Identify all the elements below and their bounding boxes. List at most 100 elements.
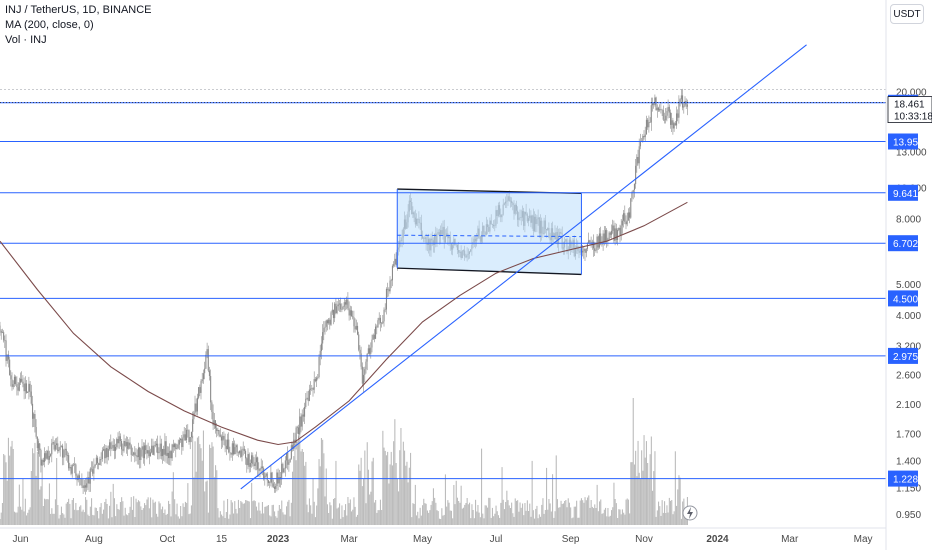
volume-bar (131, 509, 133, 525)
volume-bar (444, 474, 446, 525)
volume-bar (494, 513, 496, 525)
candle-body (679, 99, 681, 102)
volume-bar (617, 518, 619, 525)
volume-bar (579, 500, 581, 525)
candle-body (60, 445, 62, 447)
volume-bar (284, 514, 286, 525)
volume-bar (573, 506, 575, 525)
volume-bar (475, 499, 477, 525)
volume-bar (417, 511, 419, 525)
candle-body (340, 303, 342, 310)
volume-bar (70, 518, 72, 525)
volume-bar (162, 506, 164, 525)
candle-body (222, 435, 224, 441)
candle-body (347, 299, 349, 309)
level-tag-label: 6.702 (893, 239, 918, 250)
volume-bar (103, 509, 105, 525)
volume-bar (345, 504, 347, 525)
candle-body (381, 322, 383, 324)
volume-bar (650, 436, 652, 525)
candle-body (124, 441, 126, 446)
candle-body (348, 308, 350, 316)
volume-bar (667, 512, 669, 525)
volume-bar (3, 454, 5, 525)
volume-bar (4, 455, 6, 525)
volume-bar (235, 508, 237, 525)
volume-bar (222, 516, 224, 525)
candle-body (92, 469, 94, 474)
volume-bar (209, 444, 211, 525)
candle-body (275, 486, 277, 489)
candle-body (370, 347, 372, 354)
candle-body (330, 312, 332, 325)
candle-body (164, 441, 166, 455)
candle-body (306, 397, 308, 399)
volume-bar (48, 483, 50, 525)
candle-body (201, 379, 203, 382)
volume-bar (72, 498, 74, 525)
volume-bar (625, 499, 627, 525)
volume-bar (463, 507, 465, 525)
volume-bar (685, 518, 687, 525)
ma-legend[interactable]: MA (200, close, 0) (5, 19, 94, 31)
volume-bar (571, 518, 573, 525)
volume-bar (172, 472, 174, 525)
volume-bar (531, 460, 533, 525)
volume-bar (178, 518, 180, 525)
volume-bar (1, 503, 3, 525)
volume-bar (548, 499, 550, 525)
candle-body (605, 230, 607, 243)
ma-200-line (0, 201, 688, 446)
range-box-bottom (397, 267, 582, 276)
y-tick-label: 2.600 (896, 371, 921, 382)
candle-body (7, 354, 9, 360)
volume-bar (642, 470, 644, 525)
volume-bar (22, 478, 24, 525)
volume-bar (301, 449, 303, 525)
volume-bar (0, 512, 2, 525)
volume-bar (631, 462, 633, 525)
candle-body (342, 306, 344, 310)
volume-bar (544, 510, 546, 525)
candle-body (317, 377, 319, 378)
candle-body (148, 450, 150, 457)
volume-bar (296, 441, 298, 525)
level-price-tag: 13.951 (888, 133, 924, 150)
candle-body (686, 104, 688, 107)
candle-body (611, 230, 613, 235)
candle-body (1, 332, 3, 333)
candle-body (184, 434, 186, 441)
volume-bar (135, 498, 137, 525)
symbol-title[interactable]: INJ / TetherUS, 1D, BINANCE (5, 4, 152, 16)
volume-bar (128, 513, 130, 525)
volume-legend[interactable]: Vol · INJ (5, 34, 47, 46)
volume-bar (375, 500, 377, 525)
volume-bar (252, 501, 254, 525)
volume-bar (251, 482, 253, 525)
candle-body (50, 454, 52, 456)
candle-body (344, 302, 346, 305)
volume-bar (578, 517, 580, 525)
volume-bar (424, 503, 426, 525)
volume-bar (511, 502, 513, 525)
candle-body (253, 464, 255, 467)
candle-body (212, 412, 214, 426)
candle-body (216, 428, 218, 431)
volume-bar (505, 502, 507, 525)
candle-body (359, 349, 361, 354)
candle-body (207, 349, 209, 371)
candle-body (95, 457, 97, 465)
candle-body (186, 429, 188, 441)
volume-bar (10, 446, 12, 525)
volume-bar (370, 491, 372, 525)
volume-bar (584, 497, 586, 525)
candle-body (618, 227, 620, 230)
candle-body (673, 123, 675, 129)
candle-body (366, 353, 368, 362)
candle-body (395, 258, 397, 266)
candle-body (70, 467, 72, 474)
volume-bar (40, 486, 42, 525)
currency-button[interactable]: USDT (890, 4, 924, 24)
candle-body (365, 361, 367, 370)
